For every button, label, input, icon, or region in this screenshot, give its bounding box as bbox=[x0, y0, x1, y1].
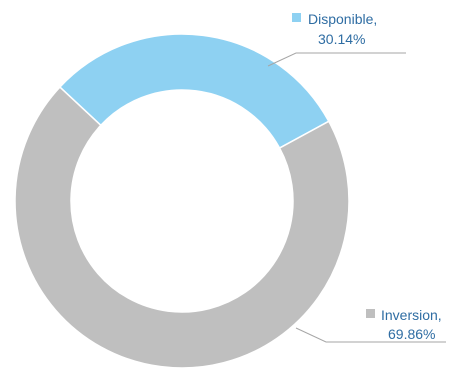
label-swatch-inversion bbox=[366, 309, 375, 318]
data-labels-group: Disponible, 30.14% Inversion, 69.86% bbox=[292, 11, 442, 342]
label-swatch-disponible bbox=[292, 13, 301, 22]
leader-line-inversion bbox=[295, 327, 446, 343]
donut-hole-group bbox=[71, 90, 293, 312]
leader-line-disponible bbox=[267, 52, 406, 67]
donut-hole bbox=[71, 90, 293, 312]
data-label-name-inversion: Inversion, bbox=[381, 307, 442, 323]
data-label-name-disponible: Disponible, bbox=[308, 11, 377, 27]
leader-lines-group bbox=[267, 52, 446, 343]
data-label-value-disponible: 30.14% bbox=[318, 31, 365, 47]
data-label-value-inversion: 69.86% bbox=[388, 326, 435, 342]
